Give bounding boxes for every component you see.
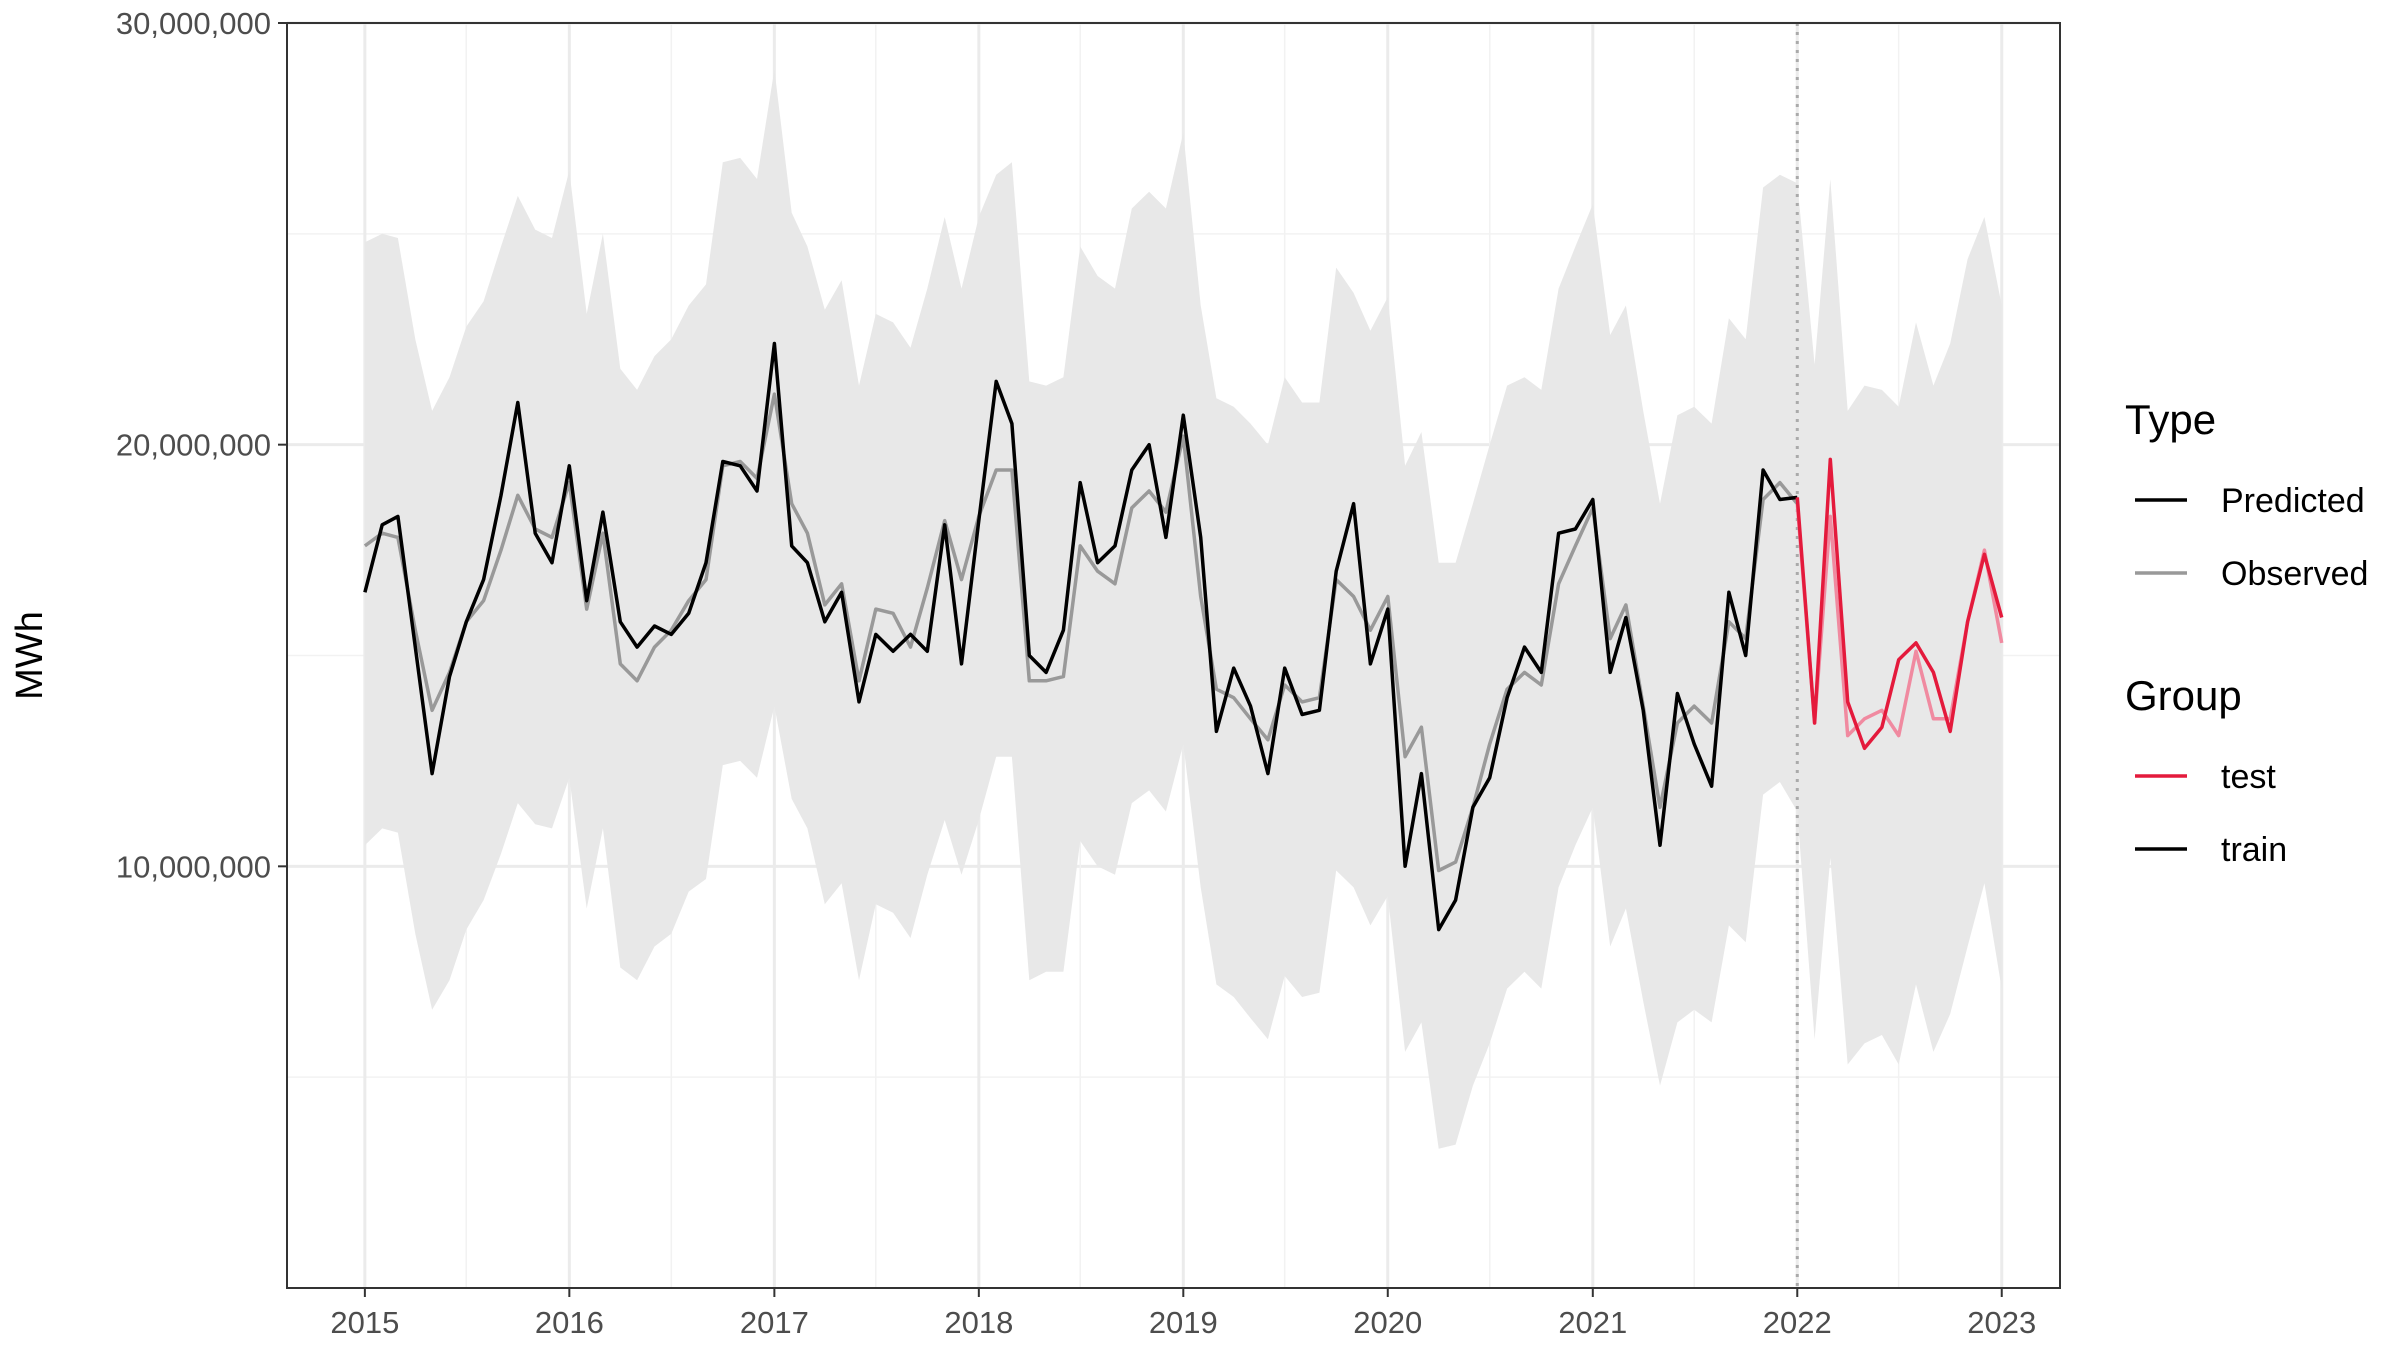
y-tick-label: 30,000,000 [116,6,271,41]
legend-label: Observed [2221,555,2368,593]
x-tick-label: 2020 [1353,1305,1422,1340]
x-tick-label: 2023 [1967,1305,2036,1340]
x-tick-label: 2019 [1149,1305,1218,1340]
interval-band-area [364,69,2002,1149]
legend: Type Predicted Observed Group test train [2125,396,2368,869]
x-tick-label: 2021 [1558,1305,1627,1340]
predicted-train-line [363,341,1798,932]
legend-title: Type [2125,396,2216,443]
legend-label: Predicted [2221,482,2365,520]
observed-train-line [363,392,1799,873]
legend-label: train [2221,831,2287,869]
axes: 10,000,000 20,000,000 30,000,000 2015 2016 20… [116,6,2036,1340]
plot-border [286,22,2061,1289]
legend-title: Group [2125,672,2242,719]
x-tick-label: 2018 [944,1305,1013,1340]
y-tick-label: 10,000,000 [116,849,271,884]
prediction-interval-band [364,69,2002,1149]
x-tick-label: 2015 [330,1305,399,1340]
x-tick-label: 2017 [740,1305,809,1340]
x-tick-label: 2016 [535,1305,604,1340]
y-axis-title: MWh [9,611,51,700]
y-tick-label: 20,000,000 [116,428,271,463]
x-tick-label: 2022 [1763,1305,1832,1340]
legend-label: test [2221,758,2276,796]
predicted-test-line [1795,457,2004,751]
series-lines [363,341,2004,932]
